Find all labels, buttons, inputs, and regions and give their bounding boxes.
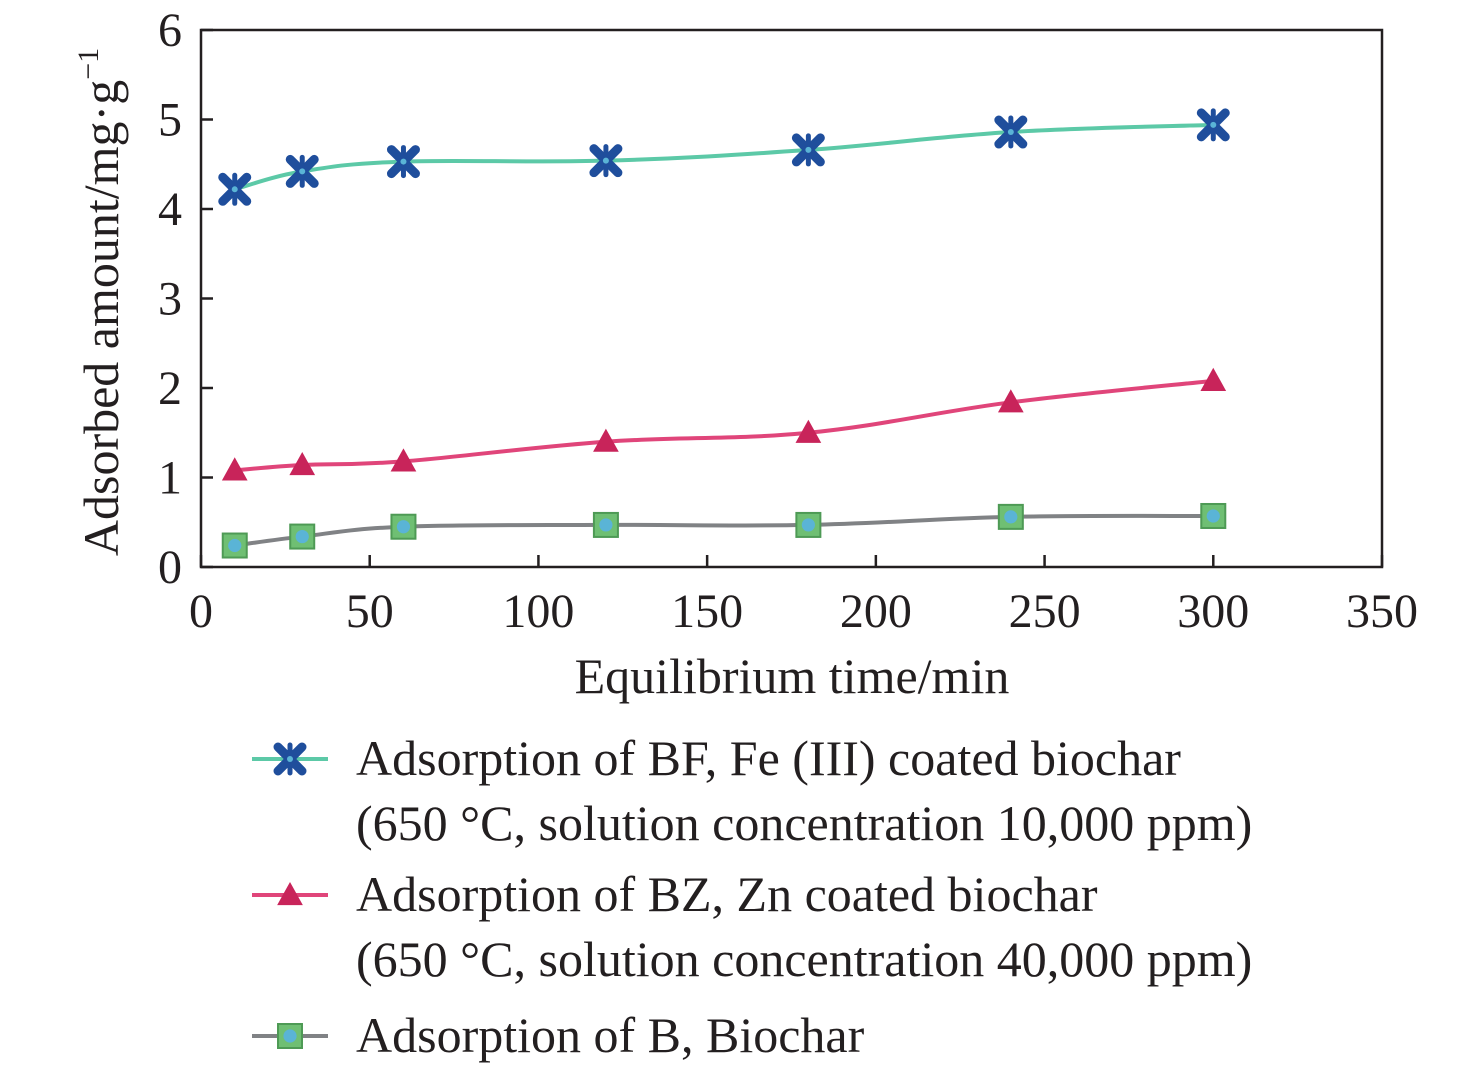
x-axis-title: Equilibrium time/min <box>575 648 1010 704</box>
data-point-x-star <box>218 172 252 206</box>
series-2 <box>221 367 1227 481</box>
data-point-triangle <box>795 419 822 443</box>
y-axis-title: Adsorbed amount/mg·g−1 <box>72 48 129 556</box>
data-point-square <box>277 1023 303 1049</box>
data-point-square <box>289 523 316 550</box>
data-point-triangle <box>390 448 417 472</box>
series-3 <box>221 502 1227 559</box>
x-tick-label: 50 <box>346 585 394 638</box>
data-point-square <box>1200 502 1227 529</box>
data-point-triangle <box>277 881 303 906</box>
y-tick-label: 1 <box>158 452 182 505</box>
x-tick-labels: 0 50 100 150 200 250 300 350 <box>189 585 1418 638</box>
data-point-triangle <box>221 457 248 481</box>
data-point-x-star <box>285 154 319 188</box>
data-point-square <box>795 511 822 538</box>
x-tick-label: 250 <box>1009 585 1081 638</box>
data-point-x-star <box>791 133 825 167</box>
data-point-triangle <box>997 389 1024 413</box>
data-point-x-star <box>994 115 1028 149</box>
x-tick-label: 350 <box>1346 585 1418 638</box>
legend-label: (650 °C, solution concentration 40,000 p… <box>356 931 1252 987</box>
y-tick-label: 4 <box>158 183 182 236</box>
data-point-square <box>390 513 417 540</box>
y-tick-label: 6 <box>158 4 182 57</box>
legend-item: Adsorption of BF, Fe (III) coated biocha… <box>252 730 1252 851</box>
y-tick-labels: 0 1 2 3 4 5 6 <box>158 4 182 594</box>
legend-label: Adsorption of B, Biochar <box>356 1007 865 1063</box>
data-point-triangle <box>289 451 316 476</box>
series-1 <box>218 108 1230 206</box>
data-point-triangle <box>593 428 619 452</box>
axis-ticks <box>199 28 1384 569</box>
series-layer <box>218 108 1230 559</box>
y-tick-label: 3 <box>158 273 182 326</box>
y-axis-title-superscript: −1 <box>72 48 105 80</box>
legend-label: (650 °C, solution concentration 10,000 p… <box>356 795 1252 851</box>
legend: Adsorption of BF, Fe (III) coated biocha… <box>252 730 1252 1063</box>
series-line <box>234 122 1214 192</box>
x-tick-label: 100 <box>502 585 574 638</box>
x-tick-label: 300 <box>1177 585 1249 638</box>
data-point-x-star <box>273 742 307 776</box>
y-axis-title-main: Adsorbed amount/mg·g <box>73 80 129 556</box>
data-point-square <box>221 532 248 559</box>
y-tick-label: 0 <box>158 541 182 594</box>
x-tick-label: 200 <box>840 585 912 638</box>
data-point-square <box>592 511 619 538</box>
x-tick-label: 0 <box>189 585 213 638</box>
y-tick-label: 2 <box>158 362 182 415</box>
series-line <box>234 513 1214 548</box>
legend-item: Adsorption of BZ, Zn coated biochar (650 … <box>252 866 1252 987</box>
series-line <box>234 378 1214 473</box>
data-point-x-star <box>1196 108 1230 142</box>
data-point-x-star <box>386 145 420 179</box>
legend-label: Adsorption of BF, Fe (III) coated biocha… <box>356 730 1181 786</box>
data-point-square <box>997 503 1024 530</box>
legend-item: Adsorption of B, Biochar <box>252 1007 865 1063</box>
data-point-x-star <box>589 144 623 178</box>
legend-label: Adsorption of BZ, Zn coated biochar <box>356 866 1098 922</box>
y-tick-label: 5 <box>158 94 182 147</box>
data-point-triangle <box>1200 367 1227 391</box>
x-tick-label: 150 <box>671 585 743 638</box>
